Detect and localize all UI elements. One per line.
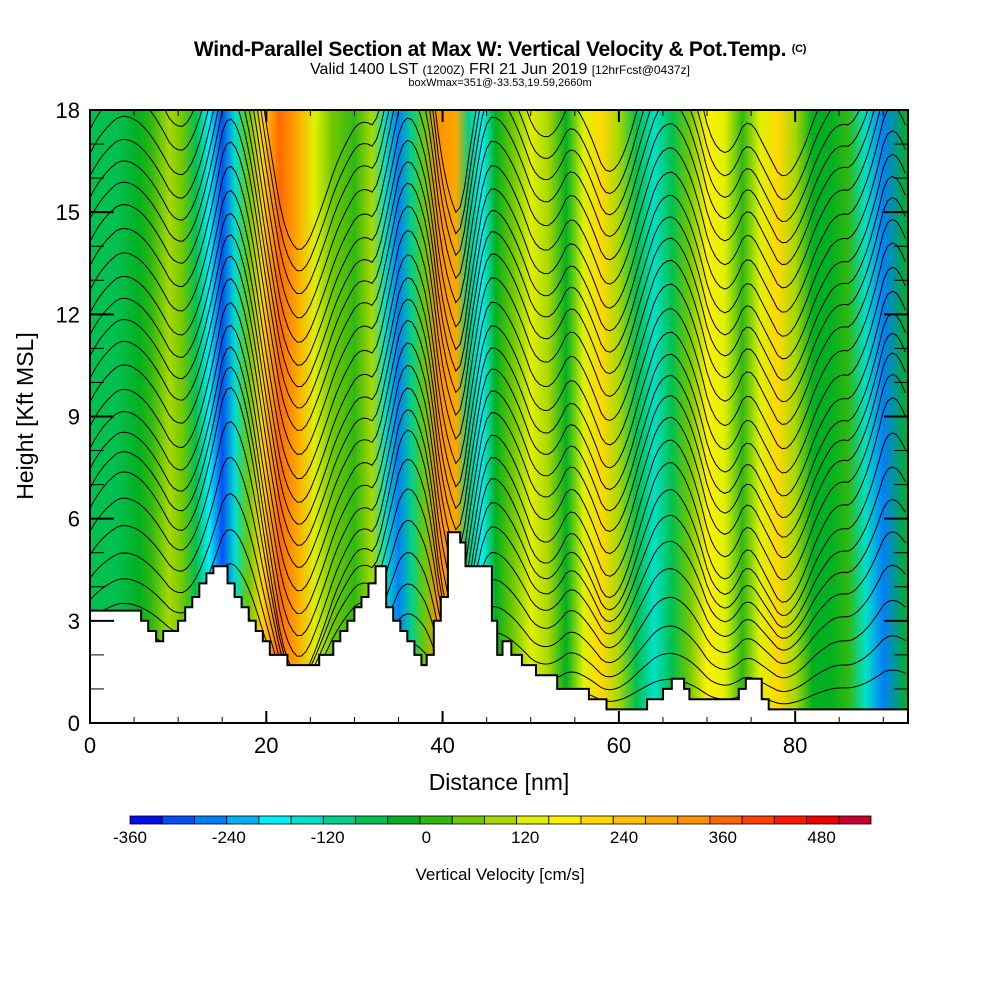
colorbar-segment [161,815,195,825]
colorbar-segment [806,815,840,825]
y-tick-label: 3 [68,609,80,634]
colorbar-segment [838,815,872,825]
colorbar-segment [677,815,711,825]
plot-area [90,110,908,723]
theta-contours [90,110,906,714]
valid-date: FRI 21 Jun 2019 [468,61,588,78]
colorbar-tick-label: -120 [311,828,345,847]
colorbar-tick-label: 480 [807,828,835,847]
colorbar-segment [741,815,775,825]
colorbar-segment [612,815,646,825]
y-tick-label: 12 [56,302,80,327]
theta-contour-line [90,346,906,637]
theta-contour-line [90,110,906,388]
colorbar-segment [709,815,743,825]
theta-contour-line [90,324,906,615]
colorbar-segment [355,815,389,825]
y-tick-label: 18 [56,98,80,123]
theta-contour-line [90,528,906,698]
theta-contour-line [90,118,906,409]
x-tick-label: 0 [84,733,96,758]
colorbar-tick-label: 360 [709,828,737,847]
y-tick-label: 6 [68,507,80,532]
valid-utc: (1200Z) [422,63,465,77]
theta-contour-line [90,234,906,525]
valid-lst: Valid 1400 LST [310,61,418,78]
x-tick-label: 60 [607,733,631,758]
colorbar-segment [290,815,324,825]
theta-contour-line [90,110,875,343]
forecast-info: [12hrFcst@0437z] [591,63,690,77]
title-text: Wind-Parallel Section at Max W: Vertical… [193,38,787,61]
boxwmax-line: boxWmax=351@-33.53,19.59,2660m [408,77,592,89]
y-tick-label: 15 [56,200,80,225]
colorbar-segment [580,815,614,825]
y-axis-label: Height [Kft MSL] [12,332,38,499]
colorbar-tick-label: -360 [113,828,147,847]
x-tick-label: 80 [783,733,807,758]
colorbar-segment [129,815,163,825]
colorbar-tick-label: -240 [212,828,246,847]
colorbar-segment [483,815,517,825]
valid-time-line: Valid 1400 LST (1200Z) FRI 21 Jun 2019 [… [0,61,1000,79]
y-axis: 0 3 6 9 12 15 18 [56,98,908,736]
theta-contour-line [90,212,906,503]
x-axis: 0 20 40 60 80 [84,110,884,758]
colorbar-tick-label: 240 [610,828,638,847]
theta-contour-line [90,165,906,455]
colorbar-segment [516,815,550,825]
colorbar-label: Vertical Velocity [cm/s] [415,865,584,884]
x-tick-label: 20 [254,733,278,758]
theta-contour-line [90,255,906,546]
colorbar-segment [193,815,227,825]
theta-contour-line [164,110,832,272]
theta-contour-line [90,278,906,568]
terrain-profile [90,531,908,723]
x-axis-label: Distance [nm] [429,769,570,795]
chart-title: Wind-Parallel Section at Max W: Vertical… [0,38,1000,62]
theta-contour-line [90,420,906,680]
copyright-mark: (C) [791,43,807,55]
colorbar-segment [226,815,260,825]
colorbar-segment [548,815,582,825]
colorbar-segment [773,815,807,825]
theta-contour-line [90,110,860,295]
theta-contour-line [90,302,906,592]
y-tick-label: 9 [68,405,80,430]
theta-contour-line [90,110,881,366]
colorbar-tick-label: 120 [511,828,539,847]
colorbar-segment [645,815,679,825]
colorbar-segment [419,815,453,825]
theta-contour-line [90,386,906,676]
colorbar: -360 -240 -120 0 120 240 360 480 [113,815,872,847]
y-tick-label: 0 [68,711,80,736]
theta-contour-line [90,189,906,480]
theta-contour-line [90,141,906,431]
colorbar-tick-label: 0 [422,828,431,847]
colorbar-segment [451,815,485,825]
colorbar-segment [258,815,292,825]
theta-contour-line [90,493,906,691]
theta-contour-line [90,456,906,685]
x-tick-label: 40 [430,733,454,758]
theta-contour-line [263,110,819,250]
colorbar-segment [387,815,421,825]
colorbar-segment [322,815,356,825]
theta-contour-line [90,110,869,319]
theta-contour-line [90,366,906,657]
